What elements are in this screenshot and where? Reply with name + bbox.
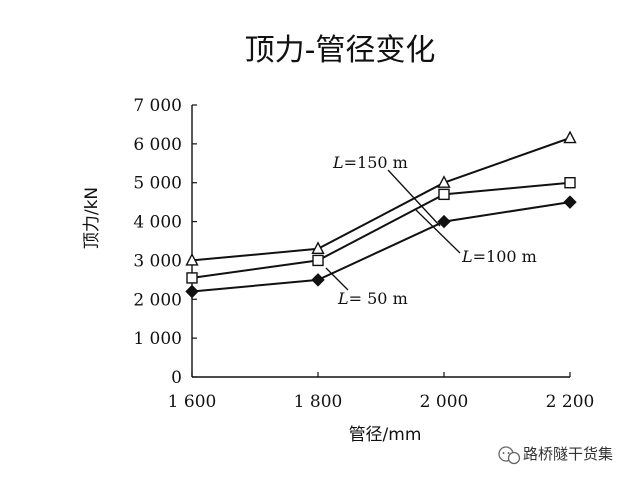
diamond-marker xyxy=(563,195,577,209)
annotation-leader xyxy=(387,169,441,227)
watermark: 路桥隧干货集 xyxy=(498,445,613,465)
x-axis-label: 管径/mm xyxy=(349,425,422,445)
wechat-icon xyxy=(498,446,521,465)
y-tick-label: 6 000 xyxy=(133,135,182,155)
series-line-2 xyxy=(191,181,571,279)
square-marker xyxy=(438,188,450,201)
triangle-marker xyxy=(311,241,325,254)
series-line-1 xyxy=(191,137,571,262)
square-marker xyxy=(564,177,576,189)
y-tick-label: 3 000 xyxy=(133,251,182,271)
y-tick-label: 5 000 xyxy=(133,174,182,194)
y-tick-label: 7 000 xyxy=(133,96,182,116)
chart-title: 顶力-管径变化 xyxy=(245,33,436,68)
triangle-marker xyxy=(185,252,199,266)
series-label: L=100 m xyxy=(461,247,537,266)
y-axis-label-group: 顶力/kN xyxy=(82,187,102,249)
y-tick-label: 1 000 xyxy=(133,329,182,349)
series-label: L=150 m xyxy=(332,153,408,172)
y-tick-label: 0 xyxy=(171,368,182,388)
y-axis-label: 顶力/kN xyxy=(82,187,102,249)
plot-area: 0 1 000 2 000 3 000 4 000 5 000 6 000 7 000 1 60… xyxy=(133,96,594,412)
annotation-leader xyxy=(325,267,349,291)
series-line-3 xyxy=(191,201,571,293)
diamond-marker xyxy=(311,273,325,287)
triangle-marker xyxy=(563,130,577,144)
triangle-marker xyxy=(437,175,451,188)
diamond-marker xyxy=(437,214,451,229)
y-tick-label: 2 000 xyxy=(133,290,182,310)
x-tick-label: 2 200 xyxy=(546,392,595,412)
y-tick-label: 4 000 xyxy=(133,213,182,233)
annotations: L=150 m L=100 m L= 50 m xyxy=(325,153,537,308)
x-tick-label: 1 800 xyxy=(294,392,343,412)
diamond-marker xyxy=(185,284,199,299)
annotation-leader xyxy=(415,209,461,254)
series-label: L= 50 m xyxy=(337,289,408,308)
x-tick-label: 2 000 xyxy=(420,392,469,412)
x-tick-label: 1 600 xyxy=(168,392,217,412)
square-marker xyxy=(186,272,198,284)
square-marker xyxy=(312,254,324,267)
watermark-text: 路桥隧干货集 xyxy=(523,445,613,463)
